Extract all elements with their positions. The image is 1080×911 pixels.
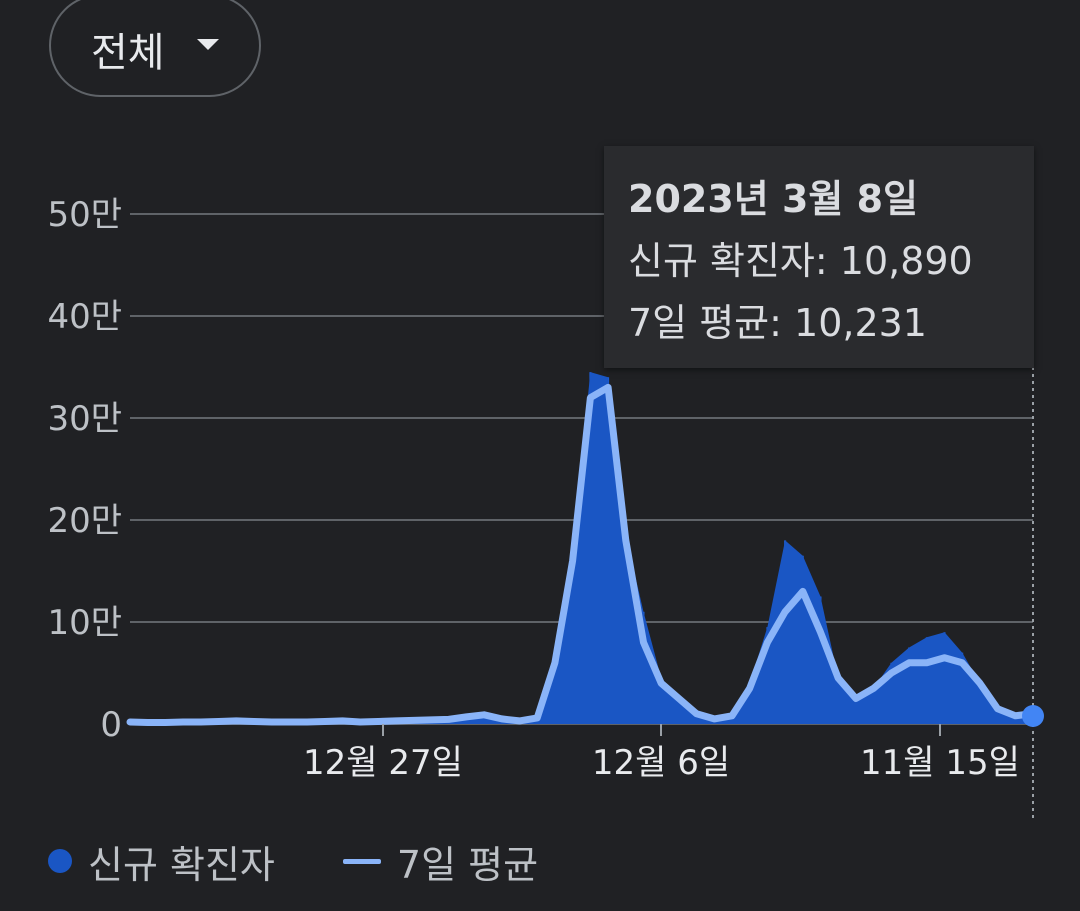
y-tick-label: 20만 bbox=[47, 501, 122, 541]
x-axis-labels: 12월 27일 12월 6일 11월 15일 bbox=[303, 743, 1020, 783]
seven-day-average-line bbox=[126, 383, 1037, 726]
x-tick-label: 11월 15일 bbox=[860, 743, 1020, 783]
tooltip-average: 7일 평균: 10,231 bbox=[628, 301, 927, 345]
hover-point bbox=[1022, 705, 1044, 727]
caret-down-icon bbox=[197, 39, 219, 50]
new-cases-legend-dot bbox=[48, 849, 72, 873]
average-legend-line bbox=[342, 858, 381, 864]
legend-average-label: 7일 평균 bbox=[396, 842, 539, 887]
tooltip-new-cases: 신규 확진자: 10,890 bbox=[628, 239, 973, 283]
y-tick-label: 40만 bbox=[47, 297, 122, 337]
y-tick-label: 50만 bbox=[47, 195, 122, 235]
data-tooltip: 2023년 3월 8일 신규 확진자: 10,890 7일 평균: 10,231 bbox=[604, 146, 1034, 368]
region-filter-dropdown[interactable]: 전체 bbox=[49, 0, 261, 97]
legend-new-cases-label: 신규 확진자 bbox=[88, 842, 275, 887]
y-tick-label: 0 bbox=[100, 705, 122, 745]
chart-legend: 신규 확진자 7일 평균 bbox=[48, 836, 539, 887]
tooltip-date: 2023년 3월 8일 bbox=[628, 177, 918, 221]
y-tick-label: 30만 bbox=[47, 399, 122, 439]
y-tick-label: 10만 bbox=[47, 603, 122, 643]
daily-cases-area bbox=[130, 372, 1033, 724]
y-axis-labels: 50만 40만 30만 20만 10만 0 bbox=[47, 195, 122, 745]
x-tick-label: 12월 6일 bbox=[592, 743, 730, 783]
x-tick-label: 12월 27일 bbox=[303, 743, 463, 783]
filter-label: 전체 bbox=[91, 30, 165, 76]
x-tick-marks bbox=[382, 724, 941, 736]
